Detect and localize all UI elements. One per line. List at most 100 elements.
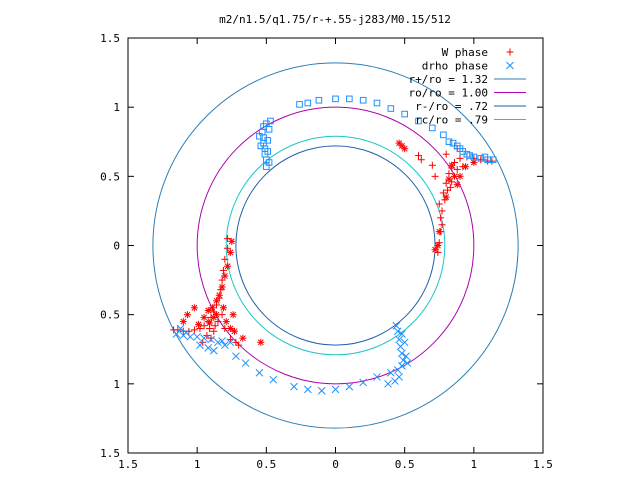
data-point xyxy=(207,334,215,342)
data-point xyxy=(470,153,478,161)
data-point xyxy=(442,150,450,158)
x-tick-label: 1.5 xyxy=(118,458,138,471)
data-point xyxy=(221,272,229,280)
data-point xyxy=(218,276,226,284)
data-point xyxy=(431,246,439,254)
data-point xyxy=(226,338,235,347)
y-tick-label: 1.5 xyxy=(100,447,120,460)
data-point xyxy=(398,330,406,338)
data-point xyxy=(204,307,212,315)
data-point xyxy=(448,161,456,169)
data-point xyxy=(200,322,208,330)
legend-label: W phase xyxy=(442,46,488,59)
data-point xyxy=(224,244,232,252)
data-point xyxy=(224,262,232,270)
data-point xyxy=(403,359,412,367)
data-point xyxy=(213,297,221,305)
data-point xyxy=(190,304,198,312)
data-point xyxy=(290,382,298,391)
data-point xyxy=(204,344,213,352)
series-2 xyxy=(172,321,412,395)
data-point xyxy=(440,131,447,139)
data-point xyxy=(220,341,229,349)
legend-swatch xyxy=(506,61,514,70)
data-point xyxy=(214,338,222,347)
data-point xyxy=(193,332,202,341)
data-point xyxy=(228,237,236,245)
data-point xyxy=(428,161,436,169)
data-point xyxy=(239,334,247,342)
data-point xyxy=(431,172,439,180)
data-point xyxy=(255,368,264,377)
data-point xyxy=(296,101,303,108)
data-point xyxy=(438,221,446,229)
data-point xyxy=(462,163,470,171)
data-point xyxy=(384,379,392,388)
data-point xyxy=(332,95,339,103)
data-point xyxy=(200,313,208,321)
data-point xyxy=(264,148,272,155)
data-point xyxy=(373,99,381,107)
circle-0 xyxy=(152,62,519,429)
data-point xyxy=(466,152,473,159)
data-point xyxy=(182,328,190,337)
data-point xyxy=(442,193,450,201)
data-point xyxy=(386,368,395,377)
y-tick-label: 1.5 xyxy=(100,32,120,45)
data-point xyxy=(219,304,227,312)
data-point xyxy=(456,154,464,162)
data-point xyxy=(221,255,229,263)
data-point xyxy=(446,183,454,191)
data-point xyxy=(226,248,234,256)
data-point xyxy=(241,359,250,367)
data-point xyxy=(477,155,485,162)
data-point xyxy=(445,138,453,146)
y-tick-label: 0.5 xyxy=(100,309,120,322)
data-point xyxy=(453,181,461,189)
data-point xyxy=(176,324,185,333)
circle-3 xyxy=(225,135,446,356)
data-point xyxy=(488,157,496,165)
data-point xyxy=(213,311,221,319)
legend-label: r-/ro = .72 xyxy=(415,100,488,113)
legend-label: rc/ro = .79 xyxy=(415,114,488,127)
data-point xyxy=(226,325,234,332)
data-point xyxy=(267,117,274,125)
data-point xyxy=(211,322,219,330)
data-point xyxy=(215,291,223,299)
circle-2 xyxy=(235,145,436,346)
data-point xyxy=(219,266,227,274)
data-point xyxy=(183,311,191,319)
x-tick-label: 1 xyxy=(194,458,201,471)
data-point xyxy=(264,137,272,144)
data-point xyxy=(398,349,406,358)
axis-ticks: 1.5 1 0.5 0 0.5 1 1.51.510.500.511.5 xyxy=(100,32,553,471)
data-point xyxy=(481,153,489,161)
data-point xyxy=(229,311,237,319)
data-point xyxy=(195,320,203,328)
chart-title: m2/n1.5/q1.75/r-+.55-j283/M0.15/512 xyxy=(219,13,451,26)
data-point xyxy=(391,377,399,385)
x-tick-label: 0 xyxy=(332,458,339,471)
data-point xyxy=(437,214,445,222)
data-point xyxy=(207,335,215,344)
data-point xyxy=(435,228,443,236)
data-point xyxy=(170,326,178,334)
data-point xyxy=(190,326,198,334)
series-0 xyxy=(170,142,496,349)
data-point xyxy=(345,382,354,391)
data-point xyxy=(417,156,425,164)
data-point xyxy=(401,110,408,118)
data-point xyxy=(439,189,447,197)
data-point xyxy=(359,96,367,104)
circle-1 xyxy=(196,106,475,385)
y-tick-label: 0 xyxy=(113,240,120,253)
data-point xyxy=(445,175,453,183)
data-point xyxy=(222,318,230,326)
data-point xyxy=(317,386,326,395)
data-point xyxy=(434,242,442,249)
data-point xyxy=(196,341,204,349)
data-point xyxy=(373,373,381,381)
